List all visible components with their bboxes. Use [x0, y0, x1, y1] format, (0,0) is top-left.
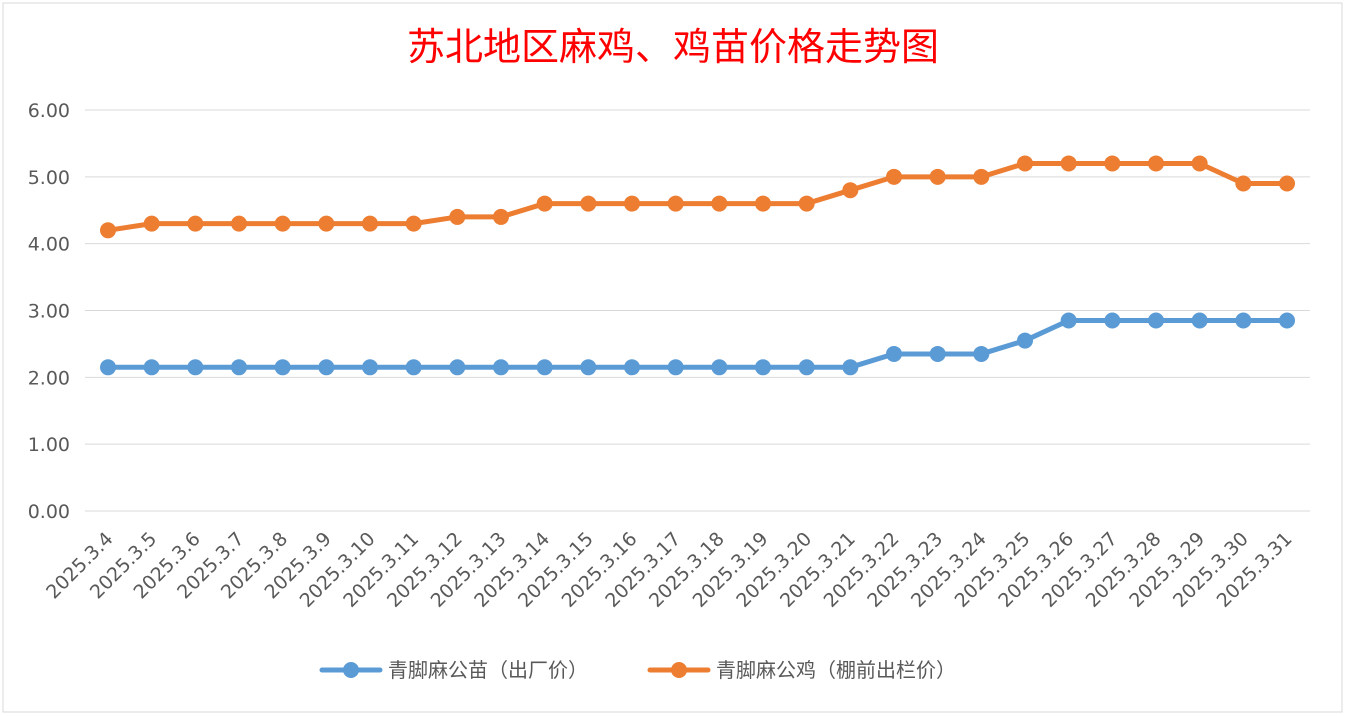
data-point	[100, 222, 116, 239]
data-point	[711, 195, 728, 212]
data-point	[1060, 155, 1077, 172]
legend-label: 青脚麻公鸡（棚前出栏价）	[716, 658, 956, 682]
data-point	[536, 195, 553, 212]
data-point	[973, 168, 990, 185]
data-point	[1017, 155, 1033, 172]
y-tick-label: 1.00	[28, 434, 70, 456]
data-point	[1191, 312, 1208, 329]
y-tick-label: 4.00	[28, 234, 70, 256]
legend-item-series-1: 青脚麻公苗（出厂价）	[319, 658, 588, 682]
data-point	[143, 359, 160, 376]
series-line	[105, 318, 1290, 370]
gridlines	[85, 109, 1310, 512]
data-point	[624, 359, 640, 376]
data-point	[187, 359, 204, 376]
data-point	[1191, 155, 1208, 172]
data-point	[449, 359, 466, 376]
data-point	[1279, 312, 1295, 329]
data-point	[580, 195, 597, 212]
y-tick-label: 6.00	[28, 100, 70, 122]
data-point	[274, 215, 291, 232]
data-point	[667, 195, 684, 212]
data-point	[886, 168, 902, 185]
legend-label: 青脚麻公苗（出厂价）	[388, 658, 588, 682]
legend-item-series-2: 青脚麻公鸡（棚前出栏价）	[647, 658, 956, 682]
data-point	[1279, 175, 1295, 192]
data-point	[100, 359, 116, 376]
y-tick-label: 2.00	[28, 367, 70, 389]
data-point	[1235, 312, 1252, 329]
data-point	[405, 359, 422, 376]
legend-swatch-marker	[343, 662, 359, 678]
data-point	[274, 359, 291, 376]
data-point	[362, 359, 378, 376]
data-point	[886, 345, 902, 362]
data-point	[798, 359, 815, 376]
y-tick-label: 3.00	[28, 301, 70, 323]
series-layer	[100, 155, 1295, 376]
data-point	[318, 359, 335, 376]
data-point	[755, 359, 771, 376]
data-point	[1148, 312, 1164, 329]
data-point	[1060, 312, 1077, 329]
data-point	[536, 359, 553, 376]
y-tick-label: 0.00	[28, 501, 70, 523]
data-point	[973, 345, 990, 362]
data-point	[580, 359, 597, 376]
legend: 青脚麻公苗（出厂价） 青脚麻公鸡（棚前出栏价）	[319, 658, 956, 682]
data-point	[493, 208, 509, 225]
data-point	[449, 208, 466, 225]
data-point	[711, 359, 728, 376]
data-point	[667, 359, 684, 376]
data-point	[231, 359, 247, 376]
data-point	[755, 195, 771, 212]
data-point	[624, 195, 640, 212]
data-point	[798, 195, 815, 212]
data-point	[143, 215, 160, 232]
data-point	[1017, 332, 1033, 349]
data-point	[231, 215, 247, 232]
data-point	[929, 345, 946, 362]
series-2	[100, 155, 1295, 239]
data-point	[362, 215, 378, 232]
data-point	[1104, 312, 1121, 329]
y-axis-tick-labels: 0.00 1.00 2.00 3.00 4.00 5.00 6.00	[28, 100, 70, 523]
y-tick-label: 5.00	[28, 167, 70, 189]
series-line	[105, 160, 1290, 233]
legend-swatch-marker	[671, 662, 687, 678]
data-point	[929, 168, 946, 185]
data-point	[1235, 175, 1252, 192]
data-point	[318, 215, 335, 232]
data-point	[405, 215, 422, 232]
data-point	[1104, 155, 1121, 172]
data-point	[842, 359, 859, 376]
data-point	[493, 359, 509, 376]
data-point	[842, 182, 859, 199]
data-point	[1148, 155, 1164, 172]
chart-title: 苏北地区麻鸡、鸡苗价格走势图	[407, 25, 939, 69]
series-1	[100, 312, 1295, 376]
data-point	[187, 215, 204, 232]
